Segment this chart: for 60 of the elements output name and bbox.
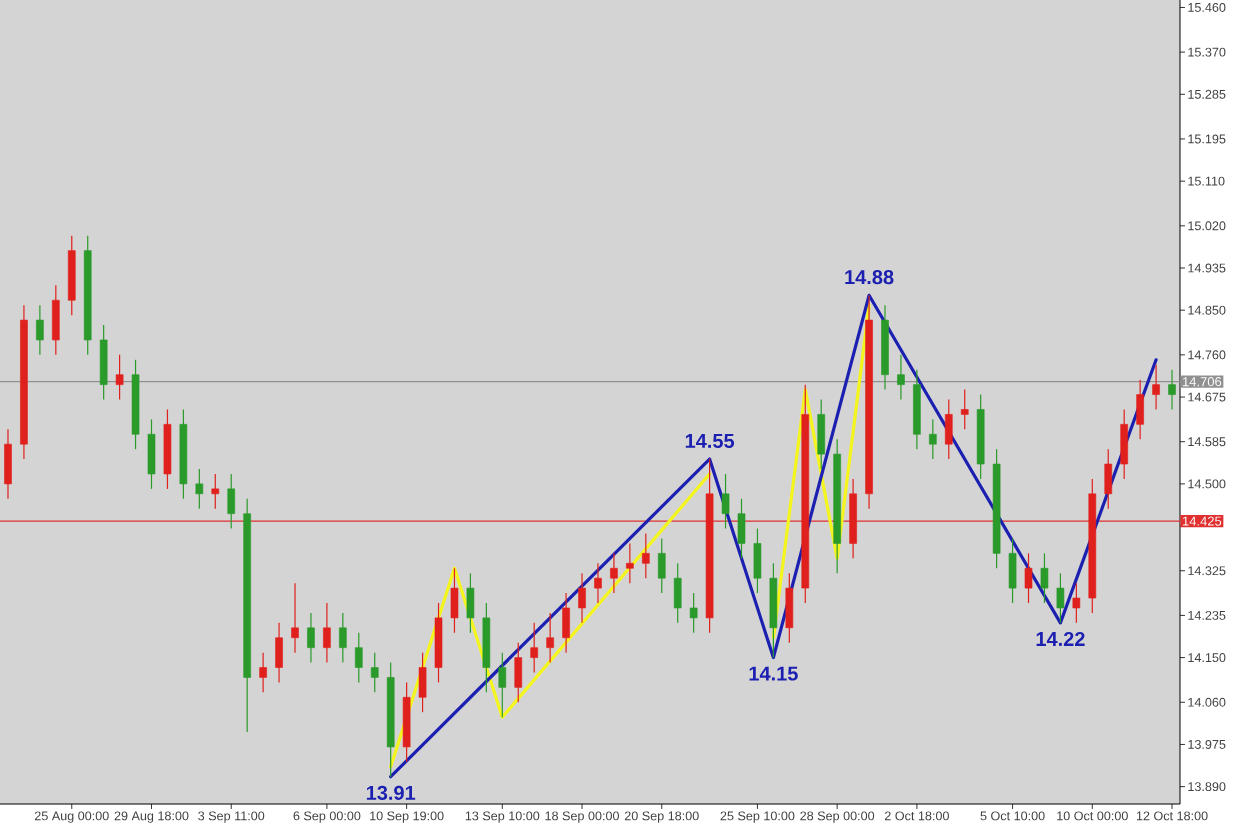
candlestick [418, 652, 427, 713]
candlestick [530, 622, 538, 674]
candlestick [594, 562, 602, 604]
candlestick [737, 498, 746, 559]
candlestick [227, 473, 236, 530]
candlestick [52, 284, 60, 356]
candlestick [673, 562, 682, 624]
line-series [771, 303, 871, 640]
annotation: 14.55 [685, 434, 735, 448]
candlestick [626, 542, 634, 584]
candlestick [275, 622, 283, 684]
candlestick [785, 572, 794, 644]
candlestick [466, 572, 475, 634]
candlestick [1120, 408, 1128, 480]
annotation: 14.88 [845, 270, 894, 285]
candlestick [817, 398, 826, 470]
candlestick [1072, 582, 1081, 624]
candlestick [115, 354, 124, 401]
candlestick [1136, 379, 1144, 440]
candlestick [323, 602, 331, 664]
candlestick [960, 388, 969, 430]
candlestick [450, 567, 459, 634]
candlestick [339, 612, 347, 664]
candlestick [99, 324, 108, 401]
candlestick [514, 642, 523, 703]
candlestick [610, 552, 618, 594]
candlestick [642, 532, 650, 579]
candlestick [689, 592, 698, 634]
annotation: 14.22 [1036, 631, 1085, 646]
candlestick [147, 418, 156, 490]
candlestick [1104, 448, 1113, 510]
line-series [389, 472, 712, 769]
candlestick [1008, 537, 1017, 604]
candlestick [1056, 572, 1065, 624]
candlestick [370, 652, 379, 693]
line-series [389, 293, 1158, 779]
candlestick [546, 612, 554, 664]
candlestick [562, 592, 570, 654]
candlestick [944, 398, 953, 460]
candlestick [291, 582, 299, 654]
candlestick [1024, 552, 1033, 604]
candlestick [4, 428, 12, 500]
candlestick [753, 527, 762, 594]
candlestick [578, 572, 586, 624]
candlestick [259, 652, 267, 693]
candlestick [36, 304, 44, 356]
candlestick [1168, 369, 1176, 411]
candlestick [354, 632, 363, 684]
candlestick [1152, 364, 1160, 411]
candlestick [211, 473, 220, 510]
candlestick [307, 612, 315, 664]
candlestick [897, 354, 905, 401]
candlestick [929, 418, 937, 460]
annotation: 13.91 [366, 785, 416, 800]
candlestick [195, 468, 204, 510]
candlestick [498, 652, 507, 718]
candlestick [657, 537, 666, 594]
candlestick [721, 473, 730, 530]
candlestick [1040, 552, 1049, 604]
annotation: 14.15 [749, 666, 798, 681]
